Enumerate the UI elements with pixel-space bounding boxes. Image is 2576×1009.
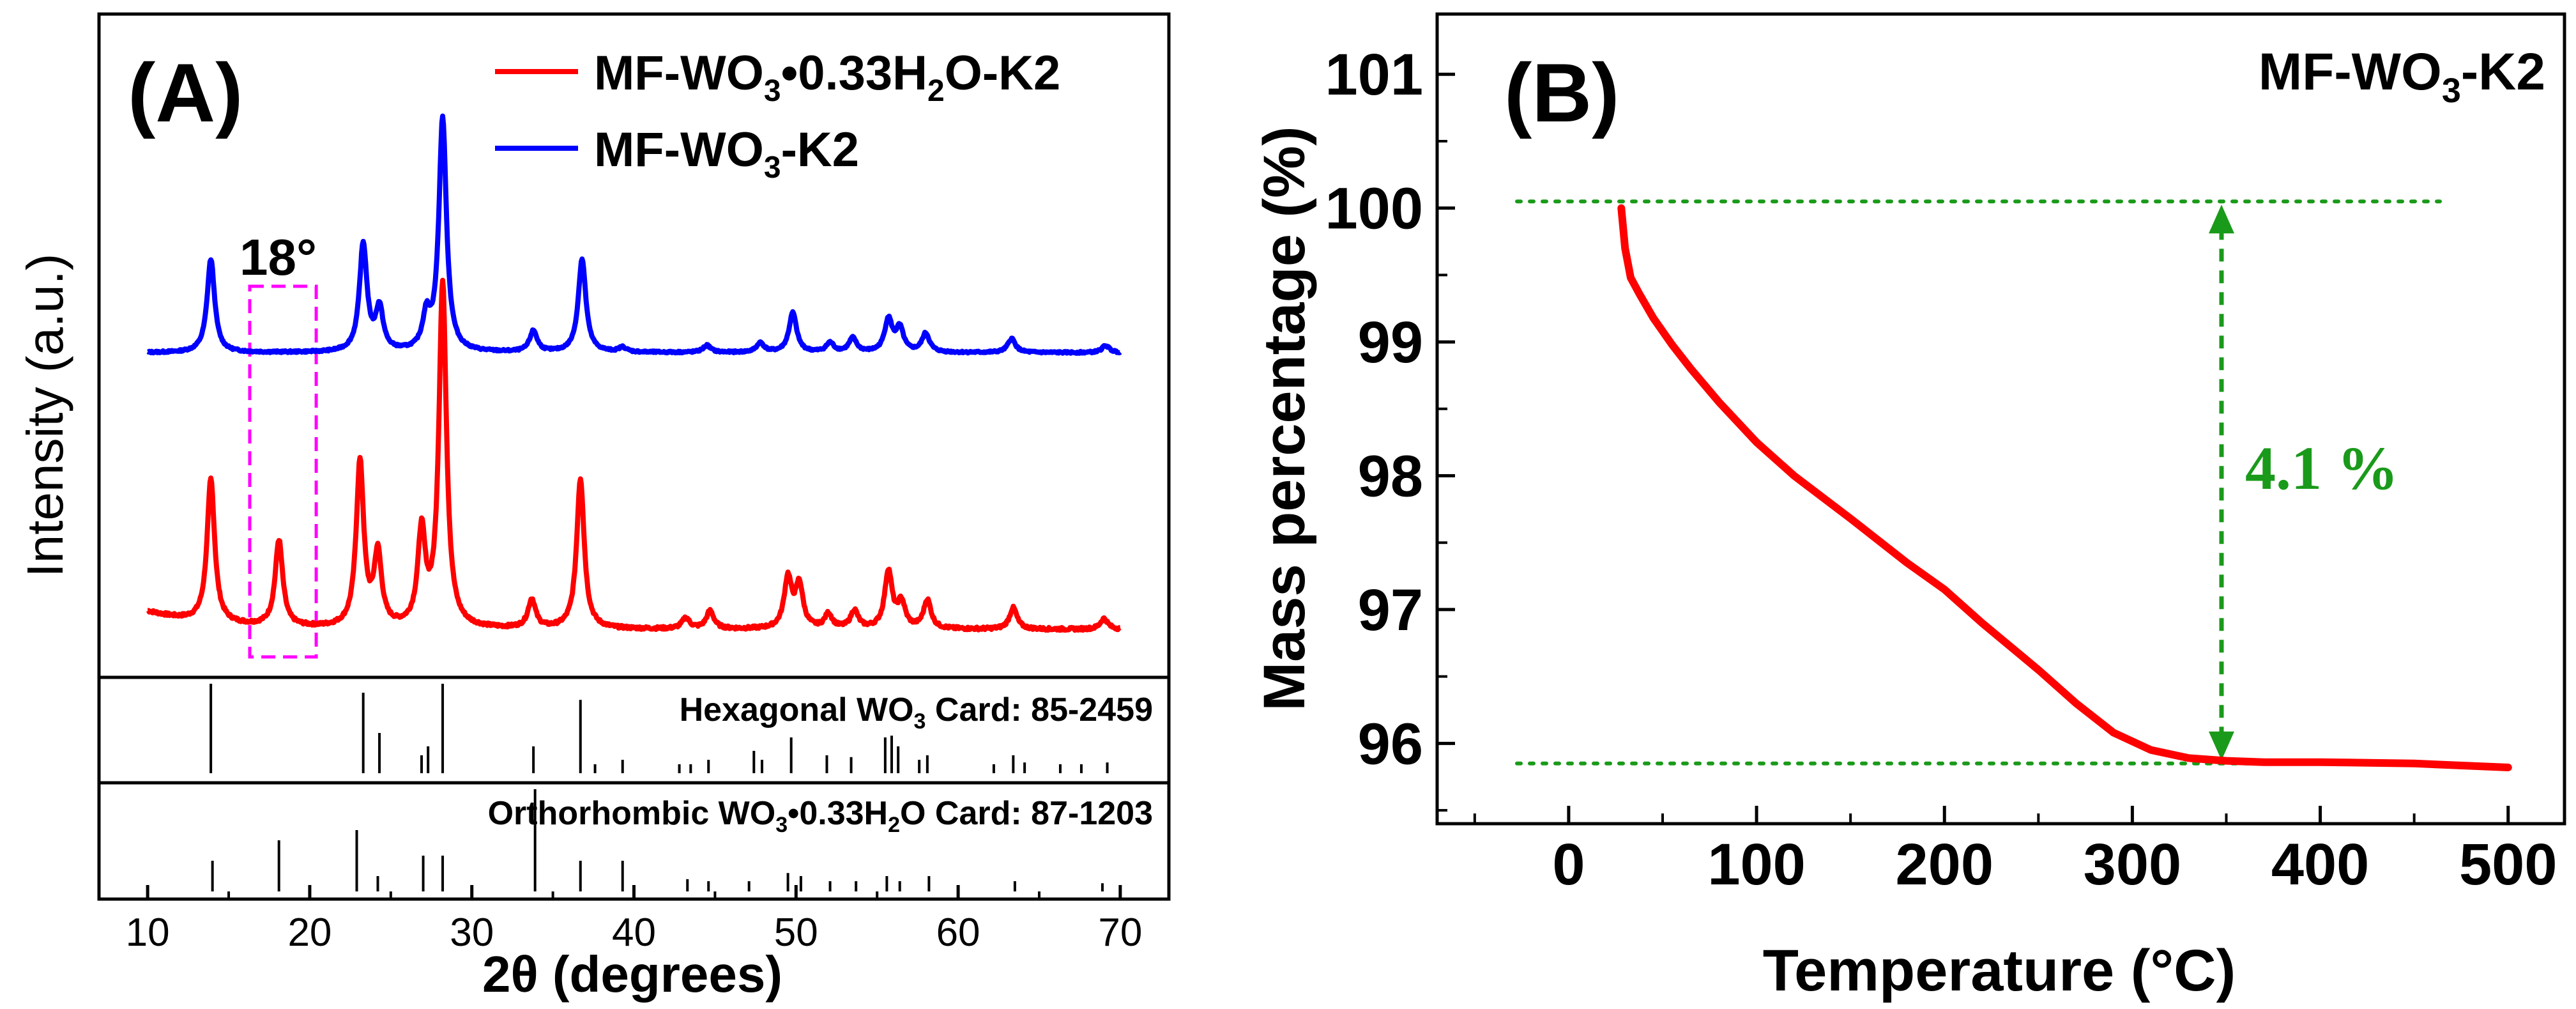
highlight-box-18deg: [248, 284, 318, 659]
x-tick-label: 30: [450, 911, 494, 955]
panel-b: 4.1 % 0 100 200 300 400 500 96 97 98 99 100 101 (B…: [1252, 12, 2566, 1003]
x-tick-label: 500: [2459, 832, 2557, 897]
legend-label-mf-wo3-033h2o-k2: MF-WO3•0.33H2O-K2: [594, 46, 1060, 108]
panel-a-label: (A): [128, 46, 243, 139]
legend-label-mf-wo3-k2: MF-WO3-K2: [594, 123, 859, 185]
legend: MF-WO3•0.33H2O-K2 MF-WO3-K2: [495, 46, 1060, 185]
mass-loss-arrow-head-up: [2209, 204, 2234, 234]
panel-b-x-ticks: 0 100 200 300 400 500: [1473, 806, 2557, 897]
x-tick-label: 300: [2084, 832, 2182, 897]
panel-a-y-axis-title: Intensity (a.u.): [17, 254, 73, 578]
y-tick-label: 96: [1358, 711, 1423, 776]
reference-card-label-hexagonal: Hexagonal WO3 Card: 85-2459: [680, 691, 1153, 734]
reference-card-label-orthorhombic: Orthorhombic WO3•0.33H2O Card: 87-1203: [488, 795, 1153, 837]
series-line-tga-mf-wo3-k2: [1617, 204, 2512, 771]
x-tick-label: 40: [612, 911, 656, 955]
x-tick-label: 0: [1552, 832, 1585, 897]
series-line-mf-wo3-033h2o-k2: [146, 277, 1122, 633]
series-line-mf-wo3-k2: [146, 113, 1122, 356]
x-tick-label: 400: [2271, 832, 2370, 897]
panel-b-y-ticks: 96 97 98 99 100 101: [1325, 42, 1455, 812]
reference-card-hexagonal: [210, 684, 1109, 773]
y-tick-label: 98: [1358, 444, 1423, 509]
y-tick-label: 101: [1325, 42, 1424, 107]
panel-b-frame: [1435, 12, 2566, 826]
y-tick-label: 100: [1325, 176, 1424, 242]
x-tick-label: 50: [774, 911, 818, 955]
panel-b-y-axis-title: Mass percentage (%): [1252, 126, 1317, 711]
x-tick-label: 200: [1896, 832, 1994, 897]
mass-loss-annotation: 4.1 %: [2245, 434, 2398, 502]
reference-card-orthorhombic: [211, 789, 1104, 891]
y-tick-label: 99: [1358, 310, 1423, 375]
x-tick-label: 100: [1707, 832, 1806, 897]
panel-a-x-axis-title: 2θ (degrees): [482, 946, 782, 1003]
y-tick-label: 97: [1358, 578, 1423, 643]
annotation-18deg: 18°: [240, 229, 317, 286]
x-tick-label: 70: [1098, 911, 1142, 955]
panel-b-label: (B): [1504, 46, 1619, 139]
panel-a: 10 20 30 40 50 60 70 (A) 18° MF-WO3•0.33H2O-K2…: [17, 12, 1171, 1003]
mass-loss-arrow-head-down: [2209, 731, 2234, 760]
x-tick-label: 10: [126, 911, 170, 955]
panel-b-title: MF-WO3-K2: [2259, 43, 2545, 110]
panel-a-x-ticks: 10 20 30 40 50 60 70: [126, 885, 1142, 955]
panel-b-x-axis-title: Temperature (°C): [1763, 938, 2236, 1003]
x-tick-label: 60: [936, 911, 980, 955]
x-tick-label: 20: [287, 911, 332, 955]
